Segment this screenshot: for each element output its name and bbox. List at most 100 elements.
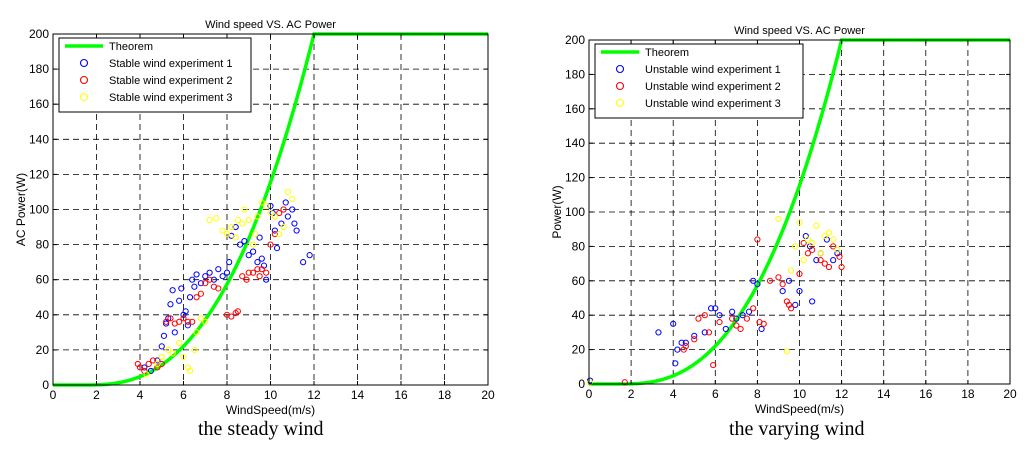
legend-label-series-2: Unstable wind experiment 2 xyxy=(645,81,781,93)
x-tick-label: 14 xyxy=(877,387,891,401)
data-point-series-3 xyxy=(258,199,265,206)
caption-varying-wind: the varying wind xyxy=(729,418,865,440)
data-point-series-3 xyxy=(206,216,213,224)
y-tick-label: 0 xyxy=(42,378,49,392)
data-point-series-3 xyxy=(176,339,183,346)
x-tick-label: 14 xyxy=(351,388,365,402)
data-point-series-3 xyxy=(817,250,824,257)
data-point-series-1 xyxy=(291,220,298,227)
data-point-series-1 xyxy=(182,308,189,315)
data-point-series-2 xyxy=(239,273,246,280)
data-point-series-2 xyxy=(716,318,723,326)
data-point-series-1 xyxy=(169,287,176,294)
data-point-series-1 xyxy=(586,377,594,384)
data-point-series-1 xyxy=(186,294,194,301)
legend-label-theorem: Theorem xyxy=(645,47,689,59)
data-point-series-2 xyxy=(189,318,196,325)
data-point-series-1 xyxy=(733,315,740,322)
data-point-series-1 xyxy=(655,329,662,336)
data-point-series-2 xyxy=(145,360,152,368)
data-point-series-1 xyxy=(792,301,799,308)
x-tick-label: 2 xyxy=(93,388,100,402)
y-tick-label: 200 xyxy=(565,33,585,47)
x-axis-label: WindSpeed(m/s) xyxy=(755,402,844,416)
data-point-series-1 xyxy=(245,252,252,259)
data-point-series-2 xyxy=(621,379,628,386)
y-axis-label: Power(W) xyxy=(550,185,564,238)
x-tick-label: 0 xyxy=(50,388,57,402)
data-point-series-2 xyxy=(737,325,744,333)
x-tick-label: 10 xyxy=(793,387,807,401)
data-point-series-2 xyxy=(256,273,263,280)
data-point-series-2 xyxy=(691,336,698,343)
data-point-series-1 xyxy=(256,234,263,241)
data-point-series-1 xyxy=(154,357,161,364)
data-point-series-2 xyxy=(809,246,816,253)
data-point-series-2 xyxy=(206,276,213,283)
data-point-series-1 xyxy=(210,276,218,283)
data-point-series-3 xyxy=(775,215,782,222)
data-point-series-3 xyxy=(169,350,176,357)
data-point-series-2 xyxy=(202,280,209,287)
data-point-series-2 xyxy=(197,290,204,297)
data-point-series-2 xyxy=(682,343,689,350)
data-point-series-1 xyxy=(809,298,816,305)
data-point-series-1 xyxy=(215,266,222,273)
data-point-series-3 xyxy=(796,219,803,226)
data-point-series-3 xyxy=(271,213,278,220)
data-point-series-1 xyxy=(160,332,168,339)
data-point-series-3 xyxy=(165,346,172,353)
data-point-series-3 xyxy=(800,257,807,264)
x-tick-label: 0 xyxy=(586,387,593,401)
data-point-series-3 xyxy=(289,195,296,203)
legend-marker-series-2 xyxy=(79,75,89,85)
data-point-series-1 xyxy=(722,325,729,333)
legend-label-theorem: Theorem xyxy=(109,41,153,53)
caption-steady-wind: the steady wind xyxy=(198,418,324,440)
data-point-series-1 xyxy=(739,312,746,319)
data-point-series-1 xyxy=(293,227,300,234)
data-point-series-2 xyxy=(754,236,761,243)
data-point-series-3 xyxy=(276,230,283,238)
data-point-series-2 xyxy=(825,263,833,271)
data-point-series-2 xyxy=(695,315,702,322)
data-point-series-1 xyxy=(289,206,296,213)
data-point-series-3 xyxy=(809,239,816,247)
data-point-series-1 xyxy=(670,320,677,327)
x-tick-label: 2 xyxy=(628,387,635,401)
data-point-series-1 xyxy=(282,199,289,206)
data-point-series-2 xyxy=(729,315,736,322)
legend: Theorem Stable wind experiment 1 Stable wi… xyxy=(58,37,252,113)
data-point-series-2 xyxy=(167,315,174,322)
legend-box xyxy=(594,43,804,119)
data-point-series-2 xyxy=(710,361,717,369)
data-point-series-2 xyxy=(234,308,241,315)
data-point-series-3 xyxy=(186,367,194,375)
y-tick-label: 80 xyxy=(36,238,50,252)
data-point-series-3 xyxy=(834,246,841,253)
legend: Theorem Unstable wind experiment 1 Unstabl… xyxy=(594,43,804,119)
data-point-series-2 xyxy=(766,277,774,284)
data-point-series-1 xyxy=(678,339,685,346)
y-tick-label: 180 xyxy=(565,67,585,81)
y-tick-label: 140 xyxy=(565,136,585,150)
data-point-series-1 xyxy=(184,322,191,329)
data-point-series-3 xyxy=(783,348,790,355)
data-point-series-2 xyxy=(280,206,287,213)
data-point-series-3 xyxy=(787,267,795,274)
legend-label-series-3: Unstable wind experiment 3 xyxy=(645,98,781,110)
data-point-series-3 xyxy=(191,346,198,353)
data-point-series-1 xyxy=(171,329,178,336)
data-point-series-1 xyxy=(674,346,681,353)
data-point-series-3 xyxy=(792,243,799,250)
data-point-series-1 xyxy=(236,241,244,248)
data-point-series-2 xyxy=(838,263,845,271)
y-tick-label: 20 xyxy=(36,343,50,357)
data-point-series-2 xyxy=(779,281,786,288)
data-point-series-2 xyxy=(258,266,265,273)
data-point-series-2 xyxy=(136,364,144,371)
data-point-series-3 xyxy=(830,236,837,243)
data-point-series-3 xyxy=(158,353,165,361)
y-tick-label: 100 xyxy=(565,205,585,219)
y-tick-label: 40 xyxy=(36,308,50,322)
